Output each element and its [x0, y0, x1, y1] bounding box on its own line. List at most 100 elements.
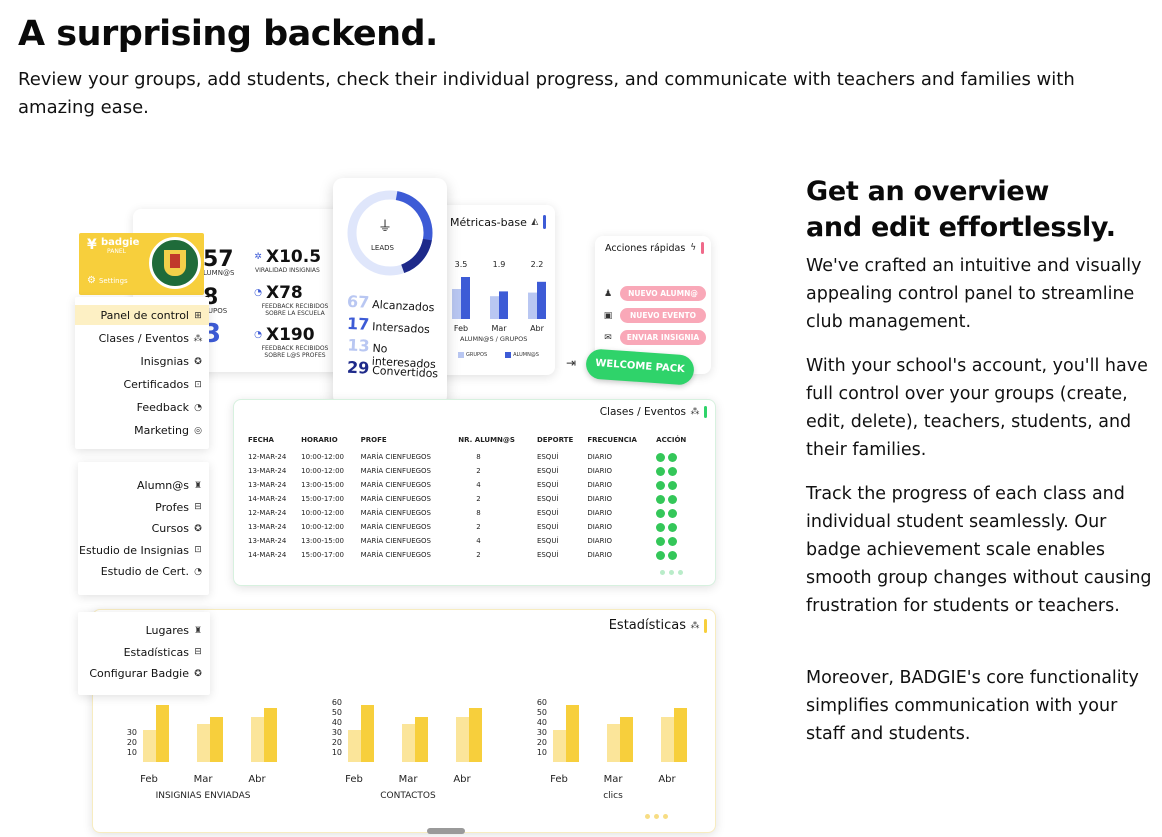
- scroll-handle[interactable]: [427, 828, 465, 834]
- paragraph-1: We've crafted an intuitive and visually …: [806, 256, 1142, 332]
- y-tick-label: 50: [537, 708, 547, 717]
- nav-item-4[interactable]: Feedback ◔: [137, 401, 203, 414]
- nav-item-2[interactable]: Configurar Badgie ✪: [89, 667, 203, 680]
- nav-item-2[interactable]: Cursos ✪: [152, 522, 203, 535]
- edit-icon[interactable]: [668, 508, 678, 518]
- view-icon[interactable]: [656, 466, 666, 476]
- stat-virality: ✲ X10.5: [253, 247, 321, 267]
- bar-2023: [197, 724, 210, 762]
- nav-item-3[interactable]: Estudio de Insignias ⊡: [79, 544, 203, 557]
- bar-grupos: [490, 296, 499, 319]
- view-icon[interactable]: [656, 550, 666, 560]
- y-tick-label: 20: [537, 738, 547, 747]
- edit-icon[interactable]: [668, 480, 678, 490]
- legend-grupos: GRUPOS: [458, 352, 487, 358]
- nav-item-0[interactable]: Panel de control ⊞: [100, 309, 203, 322]
- welcome-pack-button[interactable]: WELCOME PACK: [585, 348, 695, 386]
- new-event-button[interactable]: NUEVO EVENTO: [620, 308, 706, 323]
- bar-2024: [361, 705, 374, 762]
- edit-icon[interactable]: [668, 550, 678, 560]
- nav-item-4[interactable]: Estudio de Cert. ◔: [101, 565, 203, 578]
- nav-item-0[interactable]: Lugares ♜: [146, 624, 203, 637]
- pagination-dots[interactable]: [645, 814, 668, 819]
- nav-item-label: Feedback: [136, 401, 189, 414]
- stat-feedback-school-value: X78: [266, 283, 303, 303]
- y-tick-label: 10: [332, 748, 342, 757]
- brand-logo-icon: ¥: [87, 237, 97, 253]
- badge-icon: ✪: [194, 356, 202, 367]
- edit-icon[interactable]: [668, 452, 678, 462]
- edit-icon[interactable]: [668, 536, 678, 546]
- edit-icon[interactable]: [668, 494, 678, 504]
- leads-center-label: LEADS: [371, 244, 394, 252]
- table-row: 14-MAR-24 15:00-17:00 MARÍA CIENFUEGOS 2 ESQ…: [248, 548, 698, 562]
- metricas-axis-label: ALUMN@S / GRUPOS: [460, 335, 528, 343]
- nav-item-label: Estudio de Cert.: [100, 565, 189, 578]
- nav-item-5[interactable]: Marketing ◎: [134, 424, 203, 437]
- table-row: 12-MAR-24 10:00-12:00 MARÍA CIENFUEGOS 8 ESQ…: [248, 450, 698, 464]
- logout-icon: ⇥: [566, 356, 577, 370]
- bar-grupos: [528, 292, 537, 319]
- nav-item-1[interactable]: Clases / Eventos ⁂: [99, 332, 203, 345]
- stat-feedback-profes-label: FEEDBACK RECIBIDOS SOBRE L@S PROFES: [261, 345, 329, 359]
- section-title-line1: Get an overview: [806, 176, 1050, 207]
- legend-alumnos: ALUMN@S: [505, 352, 539, 358]
- x-tick-label: Abr: [453, 774, 471, 785]
- chat-icon: ◔: [254, 288, 262, 298]
- view-icon[interactable]: [656, 508, 666, 518]
- classes-card: Clases / Eventos ⁂ FECHA HORARIO PROFE N…: [233, 399, 716, 586]
- chart-icon: ◭: [531, 217, 539, 227]
- x-tick-label: Abr: [658, 774, 676, 785]
- y-tick-label: 50: [332, 708, 342, 717]
- brand-sub: PANEL: [107, 248, 126, 255]
- metricas-title: Métricas-base ◭: [450, 215, 546, 229]
- view-icon[interactable]: [656, 452, 666, 462]
- stat-feedback-profes: ◔ X190: [253, 325, 315, 345]
- edit-icon[interactable]: [668, 466, 678, 476]
- view-icon[interactable]: [656, 536, 666, 546]
- edit-icon[interactable]: [668, 522, 678, 532]
- settings-link[interactable]: ⚙ Settings: [87, 275, 128, 286]
- view-icon[interactable]: [656, 522, 666, 532]
- y-tick-label: 60: [332, 698, 342, 707]
- table-header-row: FECHA HORARIO PROFE NR. ALUMN@S DEPORTE …: [248, 430, 698, 450]
- nav-item-1[interactable]: Estadísticas ⊟: [124, 646, 203, 659]
- chart-contactos: 102030405060FebMarAbrCONTACTOS20232024: [332, 698, 482, 798]
- send-badge-button[interactable]: ENVIAR INSIGNIA: [620, 330, 706, 345]
- value-label: 2.2: [531, 260, 544, 269]
- nav-item-label: Marketing: [134, 424, 189, 437]
- new-student-button[interactable]: NUEVO ALUMN@: [620, 286, 706, 301]
- bar-2024: [156, 705, 169, 762]
- badge-icon: ✪: [194, 668, 202, 679]
- bar-2023: [553, 730, 566, 762]
- leads-row-4: 29 Convertidos: [346, 357, 439, 381]
- axis-title: INSIGNIAS ENVIADAS: [156, 791, 251, 798]
- pagination-dots[interactable]: [660, 570, 683, 575]
- nav-item-0[interactable]: Alumn@s ♜: [137, 479, 203, 492]
- nav-item-label: Estadísticas: [123, 645, 189, 659]
- y-tick-label: 20: [127, 738, 137, 747]
- chat-icon: ◔: [194, 402, 202, 413]
- certificate-icon: ⊡: [194, 379, 202, 390]
- value-label: 3.5: [455, 260, 468, 269]
- bar-2024: [620, 717, 633, 762]
- view-icon[interactable]: [656, 494, 666, 504]
- bar-2024: [210, 717, 223, 762]
- section-title-line2: and edit effortlessly.: [806, 212, 1116, 243]
- add-student-icon: ♟: [603, 289, 613, 299]
- leads-donut: [347, 190, 433, 276]
- nav-item-1[interactable]: Profes ⊟: [155, 501, 203, 514]
- x-tick-label: Abr: [248, 774, 266, 785]
- col-alumnos: NR. ALUMN@S: [458, 436, 515, 444]
- table-row: 13-MAR-24 13:00-15:00 MARÍA CIENFUEGOS 4 ESQ…: [248, 478, 698, 492]
- lightning-icon: ϟ: [690, 243, 697, 253]
- nav-item-3[interactable]: Certificados ⊡: [123, 378, 203, 391]
- nav-item-2[interactable]: Inisgnias ✪: [141, 355, 204, 368]
- table-row: 13-MAR-24 10:00-12:00 MARÍA CIENFUEGOS 2 ESQ…: [248, 464, 698, 478]
- chat-icon: ◔: [194, 566, 202, 577]
- main-nav: [75, 297, 209, 449]
- view-icon[interactable]: [656, 480, 666, 490]
- cluster-icon: ⁂: [193, 333, 203, 344]
- paragraph-3: Track the progress of each class and ind…: [806, 484, 1152, 616]
- add-event-icon: ▣: [603, 311, 613, 321]
